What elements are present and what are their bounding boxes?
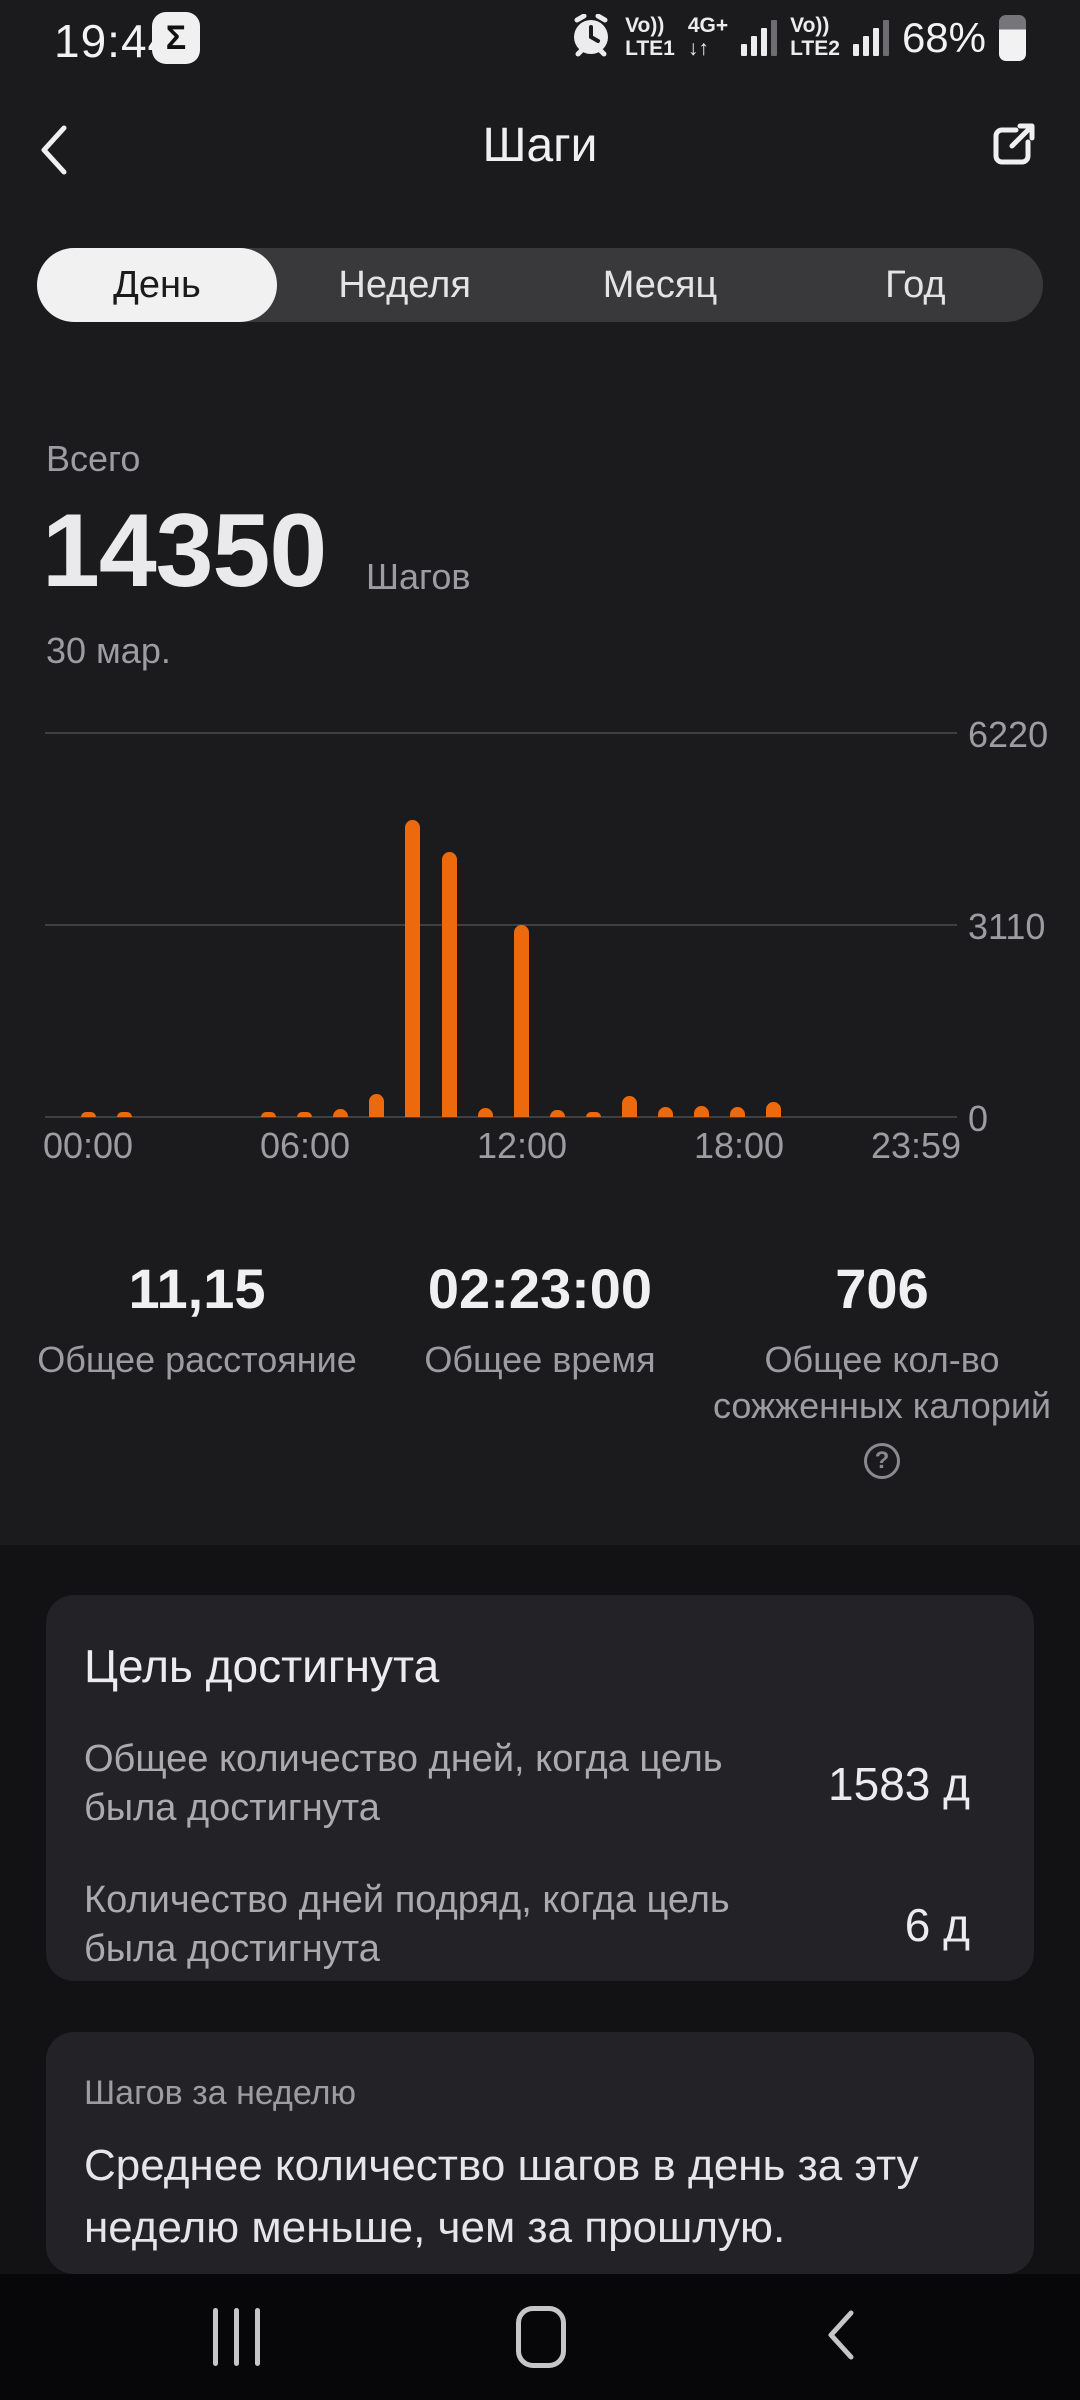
gridline-top	[45, 732, 957, 734]
stat-time: 02:23:00 Общее время	[360, 1256, 720, 1383]
stat-distance: 11,15 Общее расстояние	[17, 1256, 377, 1383]
x-axis-tick: 23:59	[870, 1125, 962, 1166]
page-title: Шаги	[482, 119, 598, 172]
chart-bar-hour-11[interactable]	[477, 1108, 493, 1117]
total-label: Всего	[46, 438, 141, 479]
chart-bar-hour-6[interactable]	[297, 1112, 313, 1117]
sim2-volte-indicator: Vo)) LTE2	[790, 14, 840, 60]
x-axis-tick: 18:00	[693, 1125, 785, 1166]
tab-month[interactable]: Месяц	[602, 263, 718, 306]
goal-card-title: Цель достигнута	[84, 1640, 440, 1692]
share-icon	[986, 120, 1038, 177]
stat-calories-value: 706	[835, 1257, 929, 1320]
back-button[interactable]	[26, 120, 82, 184]
x-axis-tick: 00:00	[42, 1125, 134, 1166]
goal-total-days-row: Общее количество дней, когда цель была д…	[84, 1735, 996, 1834]
stat-distance-value: 11,15	[128, 1257, 266, 1320]
share-button[interactable]	[984, 118, 1040, 178]
nav-back-icon	[824, 2308, 858, 2367]
network-type-indicator: 4G+ ↓↑	[687, 14, 729, 60]
x-axis: 00:00 06:00 12:00 18:00 23:59	[0, 1125, 1080, 1171]
stat-calories-label: Общее кол-во сожженных калорий	[712, 1339, 1052, 1427]
stat-calories: 706 Общее кол-во сожженных калорий ?	[702, 1256, 1062, 1480]
stat-time-label: Общее время	[424, 1339, 656, 1380]
chart-bar-hour-17[interactable]	[694, 1106, 710, 1117]
notification-app-badge-icon: Σ	[152, 12, 200, 64]
battery-icon	[999, 15, 1026, 61]
status-bar: 19:44 Σ Vo)) LTE1 4G+ ↓↑ Vo)) LTE2 68%	[0, 0, 1080, 76]
total-steps-unit: Шагов	[366, 556, 471, 597]
battery-percent: 68%	[901, 14, 986, 61]
android-nav-bar	[0, 2274, 1080, 2400]
goal-streak-days-label: Количество дней подряд, когда цель была …	[84, 1878, 730, 1971]
goal-total-days-value: 1583 д	[828, 1758, 970, 1811]
help-icon[interactable]: ?	[864, 1443, 900, 1480]
x-axis-tick: 06:00	[259, 1125, 351, 1166]
chart-bar-hour-1[interactable]	[116, 1112, 132, 1117]
x-axis-tick: 12:00	[476, 1125, 568, 1166]
chart-bar-hour-7[interactable]	[333, 1109, 349, 1117]
stat-distance-label: Общее расстояние	[37, 1339, 357, 1380]
chart-bar-hour-10[interactable]	[441, 852, 457, 1117]
status-icons: Vo)) LTE1 4G+ ↓↑ Vo)) LTE2 68%	[570, 10, 1026, 66]
chevron-left-icon	[36, 122, 72, 183]
gridline-middle	[45, 924, 957, 926]
alarm-icon	[570, 13, 612, 63]
goal-streak-days-row: Количество дней подряд, когда цель была …	[84, 1876, 996, 1975]
goal-achieved-card: Цель достигнута Общее количество дней, к…	[46, 1595, 1034, 1981]
header: Шаги	[0, 96, 1080, 206]
y-axis-tick: 0	[968, 1098, 989, 1139]
recents-icon	[212, 2308, 260, 2366]
nav-back-button[interactable]	[781, 2274, 901, 2400]
goal-streak-days-value: 6 д	[904, 1899, 970, 1952]
weekly-steps-summary: Среднее количество шагов в день за эту н…	[84, 2141, 919, 2253]
chart-bar-hour-15[interactable]	[622, 1096, 637, 1117]
signal-bars-sim2-icon	[852, 20, 889, 56]
chart-bar-hour-13[interactable]	[549, 1110, 565, 1117]
period-tabs: День Неделя Месяц Год	[37, 248, 1043, 322]
steps-hourly-chart: 6220 3110 0 00:00 06:00 12:00 18:00 23:5…	[0, 713, 1080, 1173]
chart-bar-hour-19[interactable]	[766, 1102, 782, 1117]
weekly-steps-card: Шагов за неделю Среднее количество шагов…	[46, 2032, 1034, 2274]
y-axis-tick: 3110	[968, 906, 1046, 947]
stat-time-value: 02:23:00	[427, 1257, 653, 1320]
gridline-baseline	[45, 1116, 957, 1118]
tab-week[interactable]: Неделя	[338, 263, 471, 306]
chart-bar-hour-9[interactable]	[405, 820, 421, 1117]
y-axis-tick: 6220	[968, 714, 1049, 755]
signal-bars-sim1-icon	[741, 20, 778, 56]
tab-day[interactable]: День	[37, 248, 277, 322]
goal-total-days-label: Общее количество дней, когда цель была д…	[84, 1738, 723, 1830]
chart-bar-hour-16[interactable]	[658, 1107, 674, 1117]
sim1-volte-indicator: Vo)) LTE1	[625, 14, 675, 60]
chart-bar-hour-18[interactable]	[730, 1107, 746, 1117]
chart-bar-hour-0[interactable]	[80, 1112, 96, 1117]
home-icon	[516, 2306, 566, 2368]
chart-bar-hour-8[interactable]	[369, 1094, 385, 1117]
chart-bar-hour-12[interactable]	[513, 925, 529, 1117]
chart-bar-hour-14[interactable]	[585, 1112, 601, 1117]
total-steps-value: 14350	[42, 493, 327, 609]
date-label: 30 мар.	[46, 630, 171, 671]
weekly-steps-title: Шагов за неделю	[84, 2074, 356, 2112]
tab-year[interactable]: Год	[885, 263, 946, 306]
home-button[interactable]	[481, 2274, 601, 2400]
recents-button[interactable]	[176, 2274, 296, 2400]
chart-bar-hour-5[interactable]	[261, 1112, 276, 1117]
